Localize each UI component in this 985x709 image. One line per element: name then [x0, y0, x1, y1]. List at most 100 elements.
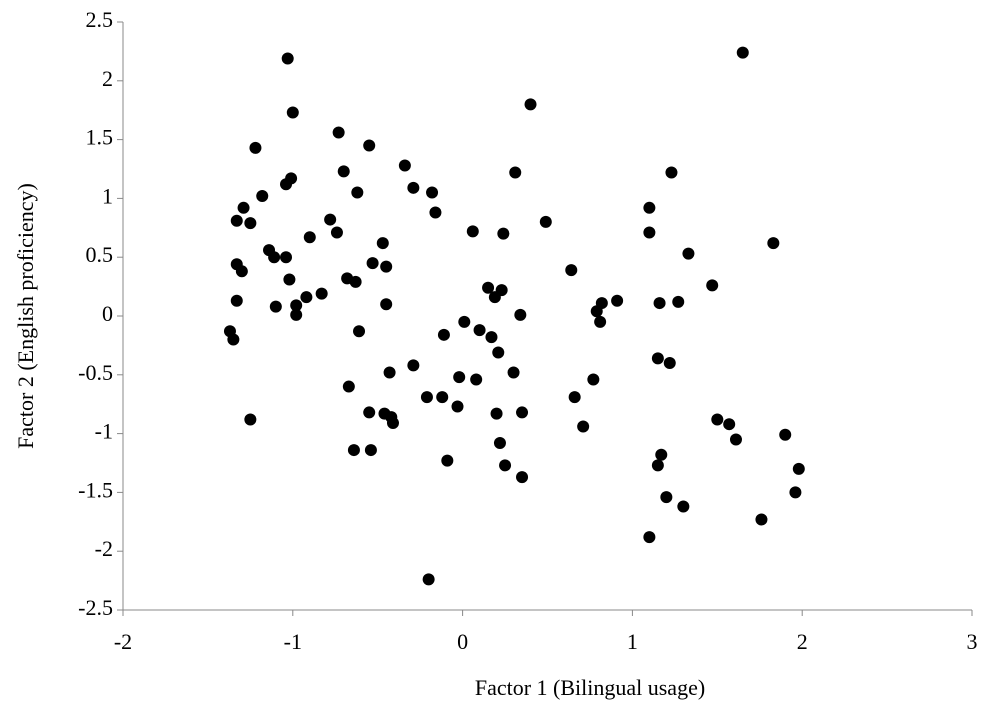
point: [244, 217, 257, 230]
point: [386, 417, 399, 430]
point: [514, 308, 527, 321]
point: [249, 141, 262, 154]
point: [660, 491, 673, 504]
point: [516, 471, 529, 484]
point: [590, 305, 603, 318]
point: [723, 418, 736, 431]
point: [244, 413, 257, 426]
point: [347, 444, 360, 457]
point: [792, 462, 805, 475]
point: [380, 260, 393, 273]
y-tick-label: -0.5: [78, 360, 113, 385]
point: [488, 291, 501, 304]
point: [507, 366, 520, 379]
point: [330, 226, 343, 239]
point: [499, 459, 512, 472]
y-tick-label: 1: [102, 183, 113, 208]
point: [539, 215, 552, 228]
point: [290, 299, 303, 312]
point: [420, 391, 433, 404]
point: [653, 297, 666, 310]
point: [315, 287, 328, 300]
point: [736, 46, 749, 59]
point: [230, 214, 243, 227]
point: [436, 391, 449, 404]
point: [470, 373, 483, 386]
point: [473, 324, 486, 337]
point: [349, 275, 362, 288]
point: [682, 247, 695, 260]
point: [380, 298, 393, 311]
point: [643, 201, 656, 214]
point: [290, 308, 303, 321]
point: [490, 407, 503, 420]
x-tick-label: -2: [114, 629, 132, 654]
point: [235, 265, 248, 278]
point: [651, 352, 664, 365]
point: [711, 413, 724, 426]
point: [364, 444, 377, 457]
point: [366, 257, 379, 270]
point: [324, 213, 337, 226]
point: [729, 433, 742, 446]
point: [407, 181, 420, 194]
point: [256, 190, 269, 203]
y-tick-label: 2: [102, 66, 113, 91]
point: [422, 573, 435, 586]
point: [269, 300, 282, 313]
x-tick-label: -1: [284, 629, 302, 654]
y-axis-title: Factor 2 (English proficiency): [13, 183, 38, 449]
point: [655, 448, 668, 461]
point: [353, 325, 366, 338]
point: [453, 371, 466, 384]
point: [509, 166, 522, 179]
point: [706, 279, 719, 292]
point: [767, 237, 780, 250]
point: [283, 273, 296, 286]
x-axis-title: Factor 1 (Bilingual usage): [475, 675, 705, 700]
point: [426, 186, 439, 199]
point: [651, 459, 664, 472]
point: [451, 400, 464, 413]
y-tick-label: -1: [95, 419, 113, 444]
point: [441, 454, 454, 467]
x-tick-label: 0: [457, 629, 468, 654]
point: [779, 428, 792, 441]
point: [492, 346, 505, 359]
point: [485, 331, 498, 344]
point: [342, 380, 355, 393]
point: [286, 106, 299, 119]
point: [429, 206, 442, 219]
y-tick-label: 2.5: [86, 7, 114, 32]
point: [303, 231, 316, 244]
y-tick-label: 0.5: [86, 242, 114, 267]
point: [300, 291, 313, 304]
point: [672, 295, 685, 308]
point: [663, 357, 676, 370]
y-tick-label: -1.5: [78, 477, 113, 502]
point: [755, 513, 768, 526]
point: [227, 333, 240, 346]
point: [458, 315, 471, 328]
point: [789, 486, 802, 499]
point: [398, 159, 411, 172]
point: [524, 98, 537, 111]
point: [643, 531, 656, 544]
point: [383, 366, 396, 379]
point: [337, 165, 350, 178]
point: [611, 294, 624, 307]
y-tick-label: -2.5: [78, 595, 113, 620]
point: [280, 251, 293, 264]
x-tick-label: 3: [967, 629, 978, 654]
point: [351, 186, 364, 199]
point: [577, 420, 590, 433]
point: [568, 391, 581, 404]
point: [363, 406, 376, 419]
point: [280, 178, 293, 191]
point: [565, 264, 578, 277]
point: [281, 52, 294, 65]
y-tick-label: 1.5: [86, 125, 114, 150]
point: [230, 294, 243, 307]
point: [516, 406, 529, 419]
point: [332, 126, 345, 139]
